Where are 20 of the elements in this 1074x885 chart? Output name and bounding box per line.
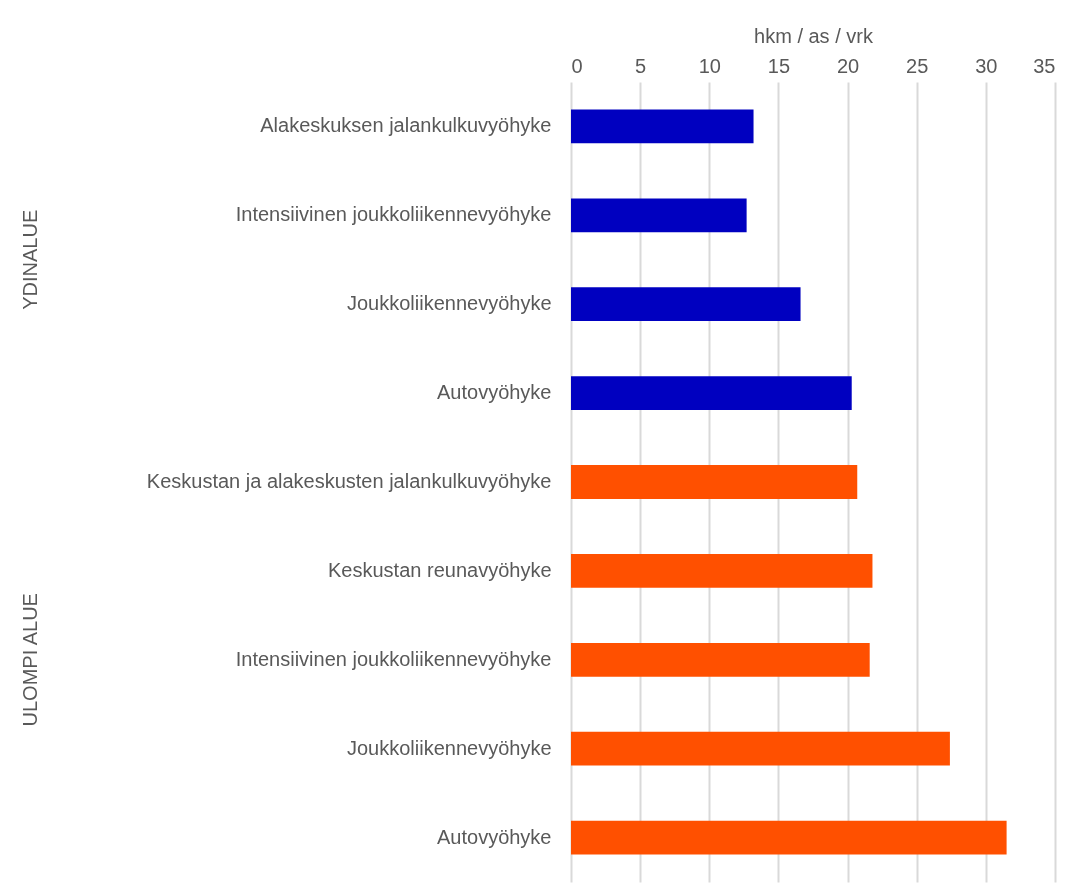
y-tick-label: Autovyöhyke <box>436 381 552 404</box>
x-tick-label: 15 <box>767 54 791 77</box>
y-tick-label: Intensiivinen joukkoliikennevyöhyke <box>235 647 552 670</box>
y-tick-label: Intensiivinen joukkoliikennevyöhyke <box>235 203 552 226</box>
x-tick-label: 35 <box>1033 54 1056 77</box>
text: YDINALUE <box>19 209 41 310</box>
x-tick-label: 30 <box>975 54 998 77</box>
x-tick-label: 25 <box>906 54 929 77</box>
y-tick-label: Keskustan reunavyöhyke <box>328 558 552 581</box>
text: ULOMPI ALUE <box>19 593 41 727</box>
y-tick-label: Joukkoliikennevyöhyke <box>346 736 552 759</box>
y-tick-label: Joukkoliikennevyöhyke <box>346 292 552 315</box>
y-tick-label: Keskustan ja alakeskusten jalankulkuvyöhyke <box>146 470 552 492</box>
y-tick-label: Autovyöhyke <box>436 825 552 848</box>
x-tick-label: 10 <box>698 54 721 77</box>
x-tick-label: 0 <box>571 54 583 77</box>
x-axis-title: hkm / as / vrk <box>754 24 874 47</box>
y-tick-label: Alakeskuksen jalankulkuvyöhyke <box>260 114 552 137</box>
x-tick-label: 20 <box>836 54 860 77</box>
x-tick-label: 5 <box>635 54 647 77</box>
